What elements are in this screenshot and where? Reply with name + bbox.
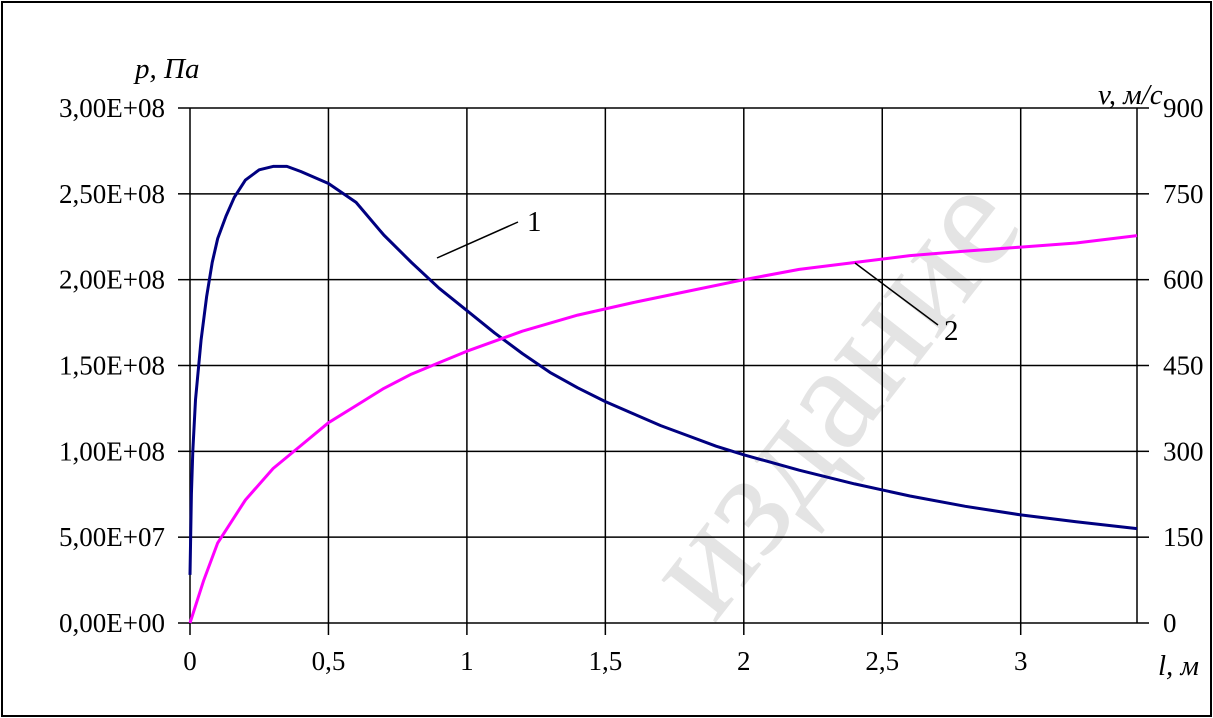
y2-axis-title: v, м/с [1098,79,1163,111]
x-tick-label: 3 [1014,646,1028,676]
y-tick-label: 1,50E+08 [59,351,165,381]
callout-label-2: 2 [944,315,959,347]
plot-series [188,164,1138,624]
callout-leader-2 [854,262,939,326]
y-tick-label: 2,00E+08 [59,265,165,295]
x-tick-label: 0,5 [312,646,346,676]
y2-tick-label: 300 [1163,436,1204,466]
y2-tick-label: 0 [1163,608,1177,638]
y2-tick-label: 750 [1163,179,1204,209]
x-tick-label: 1 [460,646,474,676]
y2-tick-label: 450 [1163,351,1204,381]
callout-leader-1 [436,221,519,259]
y-axis-title: p, Па [133,53,199,85]
x-axis-title: l, м [1158,650,1199,682]
x-tick-label: 1,5 [588,646,622,676]
series-line-1 [188,164,1138,575]
callout-label-1: 1 [527,206,542,238]
series-line-2 [188,234,1138,624]
x-tick-label: 2,5 [865,646,899,676]
y-tick-label: 5,00E+07 [59,522,165,552]
y-tick-label: 0,00E+00 [59,608,165,638]
callouts: 12 [436,206,959,347]
y-tick-label: 1,00E+08 [59,436,165,466]
y-tick-label: 3,00E+08 [59,93,165,123]
y2-tick-label: 150 [1163,522,1204,552]
y2-tick-label: 600 [1163,265,1204,295]
tick-labels: 0,00E+00 5,00E+07 1,00E+08 1,50E+08 2,00E+08… [59,93,1203,676]
x-tick-label: 0 [183,646,197,676]
x-tick-label: 2 [737,646,751,676]
grid [178,107,1149,635]
y2-tick-label: 900 [1163,93,1204,123]
y-tick-label: 2,50E+08 [59,179,165,209]
